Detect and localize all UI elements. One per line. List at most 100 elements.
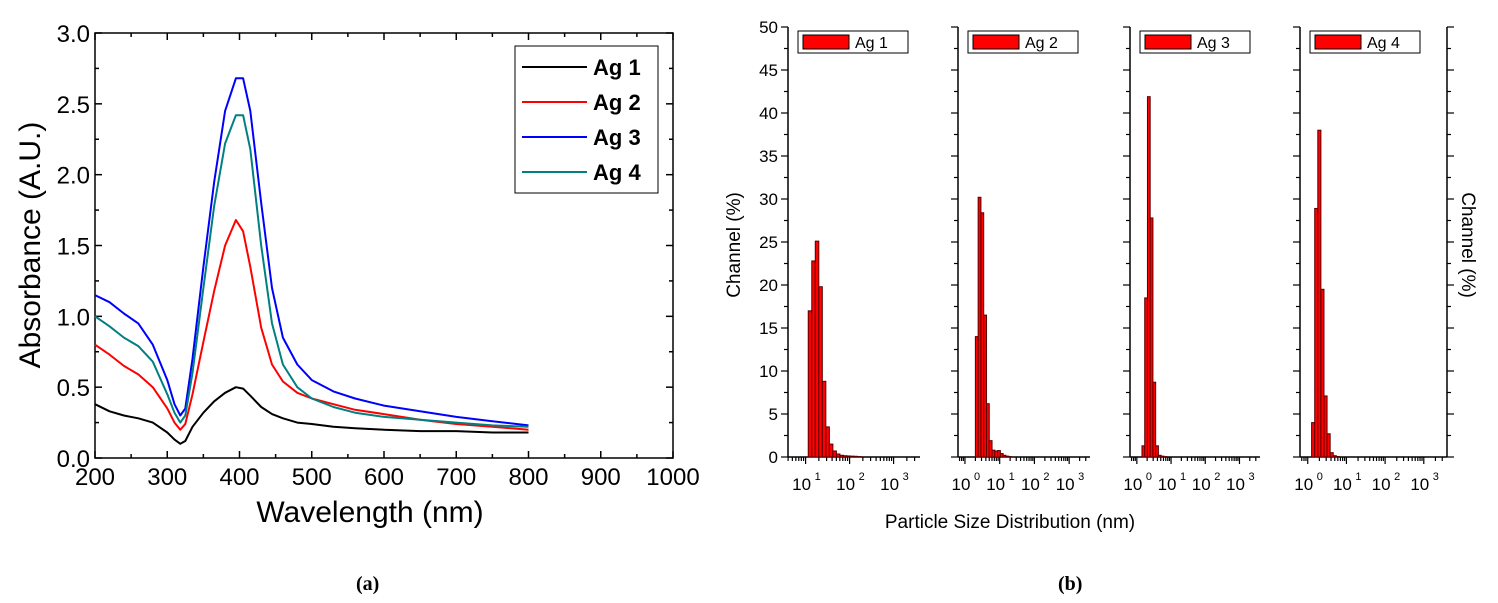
- x-tick-label: 10: [1372, 475, 1391, 494]
- x-tick-exponent: 1: [815, 471, 821, 483]
- histogram-bar: [814, 240, 820, 458]
- histogram-bar: [1329, 452, 1334, 458]
- histogram-bar: [983, 314, 987, 458]
- histogram-bar: [818, 286, 823, 458]
- y-tick-label: 10: [759, 362, 778, 381]
- y-tick-label: 50: [759, 18, 778, 37]
- y-axis-label-left: Channel (%): [724, 192, 745, 298]
- x-axis-label: Particle Size Distribution (nm): [885, 512, 1135, 533]
- legend-label: Ag 1: [855, 35, 888, 52]
- y-tick-label: 3.0: [57, 21, 90, 48]
- y-tick-label: 1.0: [57, 304, 90, 331]
- x-tick-label: 10: [1158, 475, 1177, 494]
- histogram-bar: [1149, 217, 1154, 458]
- x-tick-label: 10: [951, 475, 970, 494]
- x-tick-exponent: 0: [1146, 471, 1152, 483]
- legend-label: Ag 2: [593, 90, 641, 115]
- x-tick-label: 900: [581, 464, 621, 491]
- absorbance-chart: 200 300 400 500 600 700 800 900 1000 0.0 0.5 1.0 1.5…: [14, 21, 700, 529]
- x-tick-exponent: 2: [1214, 471, 1220, 483]
- x-tick-label: 10: [1056, 475, 1075, 494]
- y-tick-label: 15: [759, 319, 778, 338]
- x-tick-exponent: 3: [1078, 471, 1084, 483]
- legend-label: Ag 2: [1025, 35, 1058, 52]
- x-tick-label: 800: [508, 464, 548, 491]
- x-tick-label: 1000: [646, 464, 699, 491]
- histogram-ag-1: 0 5 10 15 20 25 30 35 40 45 50 10 1 10 2 10 3 Ag 1: [759, 18, 920, 494]
- legend-label: Ag 4: [1367, 35, 1400, 52]
- histogram-ag-4: 10 0 10 1 10 2 10 3Ag 4: [1293, 26, 1454, 494]
- legend-swatch: [1144, 34, 1192, 50]
- x-tick-exponent: 3: [1248, 471, 1254, 483]
- y-tick-label: 2.5: [57, 92, 90, 119]
- series-line-ag-1: [94, 386, 529, 445]
- y-tick-label: 45: [759, 61, 778, 80]
- histogram-bar: [849, 455, 855, 458]
- legend-label: Ag 1: [593, 55, 641, 80]
- y-tick-label: 1.5: [57, 234, 90, 261]
- x-tick-label: 200: [75, 464, 115, 491]
- y-tick-label: 0.5: [57, 375, 90, 402]
- x-tick-exponent: 3: [1433, 471, 1439, 483]
- y-axis-label-right: Channel (%): [1457, 192, 1478, 298]
- x-tick-exponent: 2: [1043, 471, 1049, 483]
- legend-swatch: [802, 34, 850, 50]
- x-tick-exponent: 0: [1317, 471, 1323, 483]
- legend-label: Ag 4: [593, 160, 641, 185]
- y-tick-label: 30: [759, 190, 778, 209]
- histogram-bar: [1326, 433, 1331, 458]
- x-tick-label: 10: [1226, 475, 1245, 494]
- x-tick-label: 10: [1192, 475, 1211, 494]
- x-tick-label: 10: [1294, 475, 1313, 494]
- histogram-ag-3: 10 0 10 1 10 2 10 3Ag 3: [1123, 26, 1260, 494]
- y-tick-label: 35: [759, 147, 778, 166]
- x-tick-exponent: 2: [859, 471, 865, 483]
- x-tick-label: 10: [836, 475, 855, 494]
- x-tick-label: 10: [1410, 475, 1429, 494]
- histogram-bar: [821, 380, 827, 458]
- y-tick-label: 0.0: [57, 446, 90, 473]
- x-tick-exponent: 1: [1180, 471, 1186, 483]
- x-tick-exponent: 3: [903, 471, 909, 483]
- histogram-bar: [807, 310, 813, 458]
- x-tick-label: 500: [292, 464, 332, 491]
- series-line-ag-3: [94, 77, 529, 427]
- histogram-bar: [1155, 445, 1159, 458]
- caption-a: (a): [356, 573, 380, 595]
- x-tick-exponent: 1: [1355, 471, 1361, 483]
- x-tick-exponent: 2: [1394, 471, 1400, 483]
- caption-b: (b): [1058, 573, 1083, 595]
- histogram-bar: [988, 440, 993, 458]
- legend-box: [514, 45, 659, 194]
- axis-ticks: 200 300 400 500 600 700 800 900 1000 0.0 0.5 1.0 1.5…: [57, 21, 700, 491]
- histogram-bar: [853, 455, 859, 458]
- x-tick-exponent: 0: [974, 471, 980, 483]
- histogram-bar: [835, 453, 841, 458]
- histogram-bar: [811, 260, 816, 458]
- histogram-bar: [1323, 395, 1328, 458]
- x-tick-label: 400: [219, 464, 259, 491]
- histogram-bar: [828, 443, 834, 458]
- y-tick-label: 25: [759, 233, 778, 252]
- x-tick-label: 600: [364, 464, 404, 491]
- x-tick-label: 10: [880, 475, 899, 494]
- histogram-bar: [842, 455, 848, 458]
- x-axis-label: Wavelength (nm): [256, 496, 483, 529]
- x-tick-label: 10: [1123, 475, 1142, 494]
- y-tick-label: 2.0: [57, 163, 90, 190]
- series-lines: [94, 77, 529, 445]
- histogram-bar: [985, 403, 990, 458]
- y-tick-label: 20: [759, 276, 778, 295]
- x-tick-label: 700: [436, 464, 476, 491]
- legend-swatch: [972, 34, 1020, 50]
- legend-label: Ag 3: [593, 125, 641, 150]
- histogram-bar: [839, 454, 844, 458]
- x-tick-label: 300: [147, 464, 187, 491]
- y-axis-label: Absorbance (A.U.): [14, 122, 47, 369]
- histogram-bar: [846, 455, 851, 458]
- x-tick-label: 10: [986, 475, 1005, 494]
- histogram-bar: [1320, 288, 1325, 458]
- series-line-ag-2: [94, 219, 529, 431]
